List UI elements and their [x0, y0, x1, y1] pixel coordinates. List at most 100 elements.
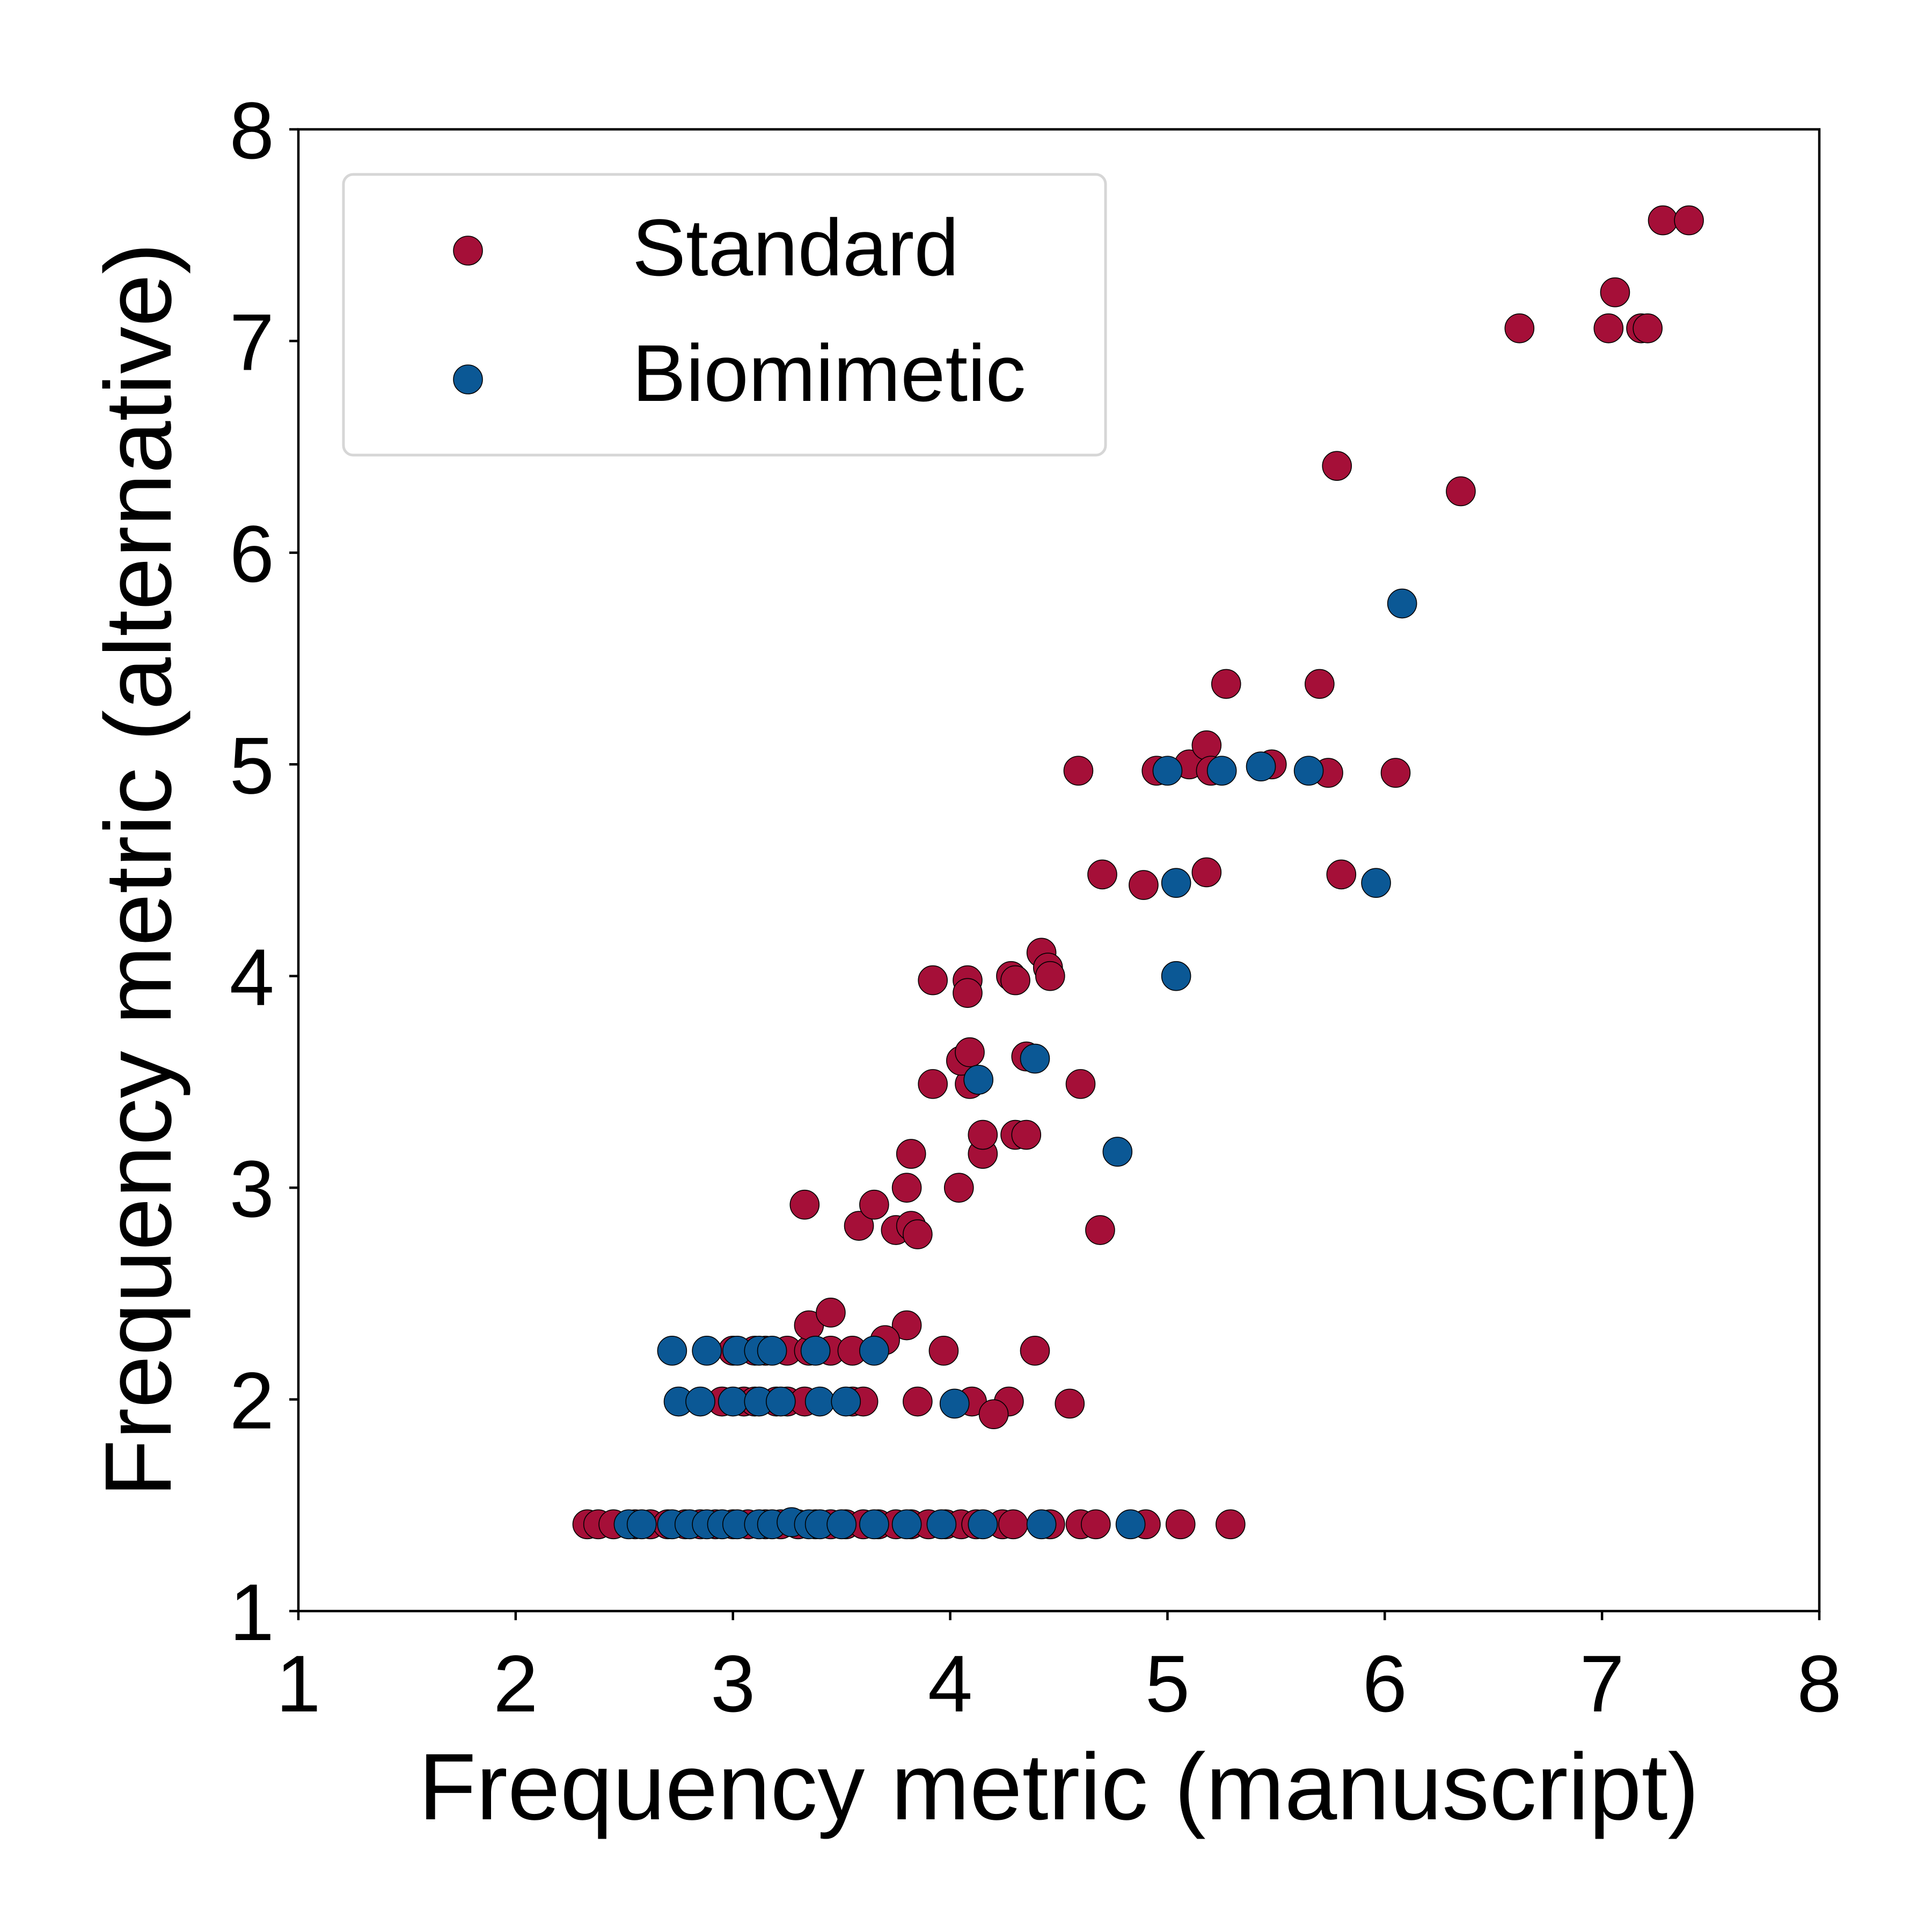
point-biomimetic-13 — [859, 1509, 889, 1540]
legend-label-biomimetic: Biomimetic — [632, 328, 1026, 418]
x-tick-label-3: 3 — [711, 1638, 755, 1729]
point-biomimetic-40 — [1206, 756, 1237, 786]
point-biomimetic-28 — [692, 1336, 722, 1366]
legend-box — [342, 173, 1107, 457]
point-biomimetic-37 — [1161, 961, 1191, 991]
point-standard-103 — [1504, 313, 1535, 343]
point-standard-107 — [1633, 313, 1663, 343]
point-biomimetic-17 — [1026, 1509, 1057, 1540]
point-standard-53 — [928, 1336, 959, 1366]
x-tick-label-5: 5 — [1145, 1638, 1190, 1729]
point-standard-29 — [1081, 1509, 1111, 1540]
series-biomimetic — [613, 588, 1417, 1540]
point-biomimetic-15 — [926, 1509, 957, 1540]
point-standard-56 — [816, 1298, 846, 1328]
x-tick-label-6: 6 — [1363, 1638, 1407, 1729]
point-biomimetic-38 — [1161, 868, 1191, 898]
y-axis-ticks: 1 2 3 4 5 6 7 8 — [230, 85, 298, 1657]
point-standard-72 — [1085, 1215, 1115, 1245]
point-biomimetic-18 — [1115, 1509, 1146, 1540]
x-tick-label-2: 2 — [493, 1638, 538, 1729]
point-standard-64 — [903, 1219, 933, 1249]
point-standard-59 — [789, 1189, 820, 1220]
point-standard-77 — [955, 1037, 985, 1067]
point-standard-57 — [891, 1310, 922, 1341]
x-tick-label-4: 4 — [928, 1638, 972, 1729]
point-biomimetic-39 — [1152, 756, 1183, 786]
data-points — [572, 205, 1704, 1540]
x-tick-label-7: 7 — [1579, 1638, 1624, 1729]
legend-label-standard: Standard — [632, 202, 959, 292]
point-biomimetic-21 — [718, 1386, 748, 1417]
point-biomimetic-26 — [939, 1388, 970, 1419]
point-biomimetic-27 — [657, 1336, 687, 1366]
point-standard-86 — [1035, 961, 1065, 991]
point-standard-100 — [1326, 859, 1357, 890]
point-standard-60 — [844, 1211, 874, 1241]
point-biomimetic-33 — [859, 1336, 889, 1366]
point-standard-92 — [1191, 730, 1222, 760]
legend: Standard Biomimetic — [342, 173, 1107, 457]
y-tick-label-4: 4 — [230, 932, 274, 1022]
point-standard-108 — [1648, 205, 1678, 236]
point-standard-32 — [1216, 1509, 1246, 1540]
point-biomimetic-16 — [968, 1509, 998, 1540]
x-axis-label: Frequency metric (manuscript) — [419, 1735, 1699, 1840]
point-biomimetic-32 — [800, 1336, 831, 1366]
plot-frame — [297, 128, 1821, 1613]
y-tick-label-8: 8 — [230, 85, 274, 175]
point-biomimetic-42 — [1293, 756, 1324, 786]
x-axis-ticks: 1 2 3 4 5 6 7 8 — [276, 1611, 1842, 1729]
point-biomimetic-24 — [804, 1386, 835, 1417]
point-standard-81 — [953, 978, 983, 1008]
point-standard-99 — [1322, 451, 1352, 481]
point-standard-31 — [1165, 1509, 1196, 1540]
point-standard-67 — [896, 1139, 926, 1169]
point-standard-69 — [968, 1119, 998, 1150]
y-tick-label-1: 1 — [230, 1567, 274, 1657]
point-standard-41 — [903, 1386, 933, 1417]
legend-marker-biomimetic — [453, 364, 483, 394]
x-tick-label-8: 8 — [1797, 1638, 1841, 1729]
point-biomimetic-31 — [757, 1336, 787, 1366]
point-standard-102 — [1446, 476, 1476, 507]
point-biomimetic-20 — [685, 1386, 715, 1417]
point-biomimetic-41 — [1246, 751, 1276, 782]
point-standard-73 — [918, 1069, 948, 1099]
point-standard-75 — [1065, 1069, 1096, 1099]
y-tick-label-2: 2 — [230, 1356, 274, 1446]
point-standard-66 — [943, 1173, 974, 1203]
y-tick-label-6: 6 — [230, 509, 274, 599]
point-standard-26 — [998, 1509, 1028, 1540]
point-standard-88 — [1087, 859, 1117, 890]
point-standard-109 — [1674, 205, 1704, 236]
point-standard-71 — [1011, 1119, 1042, 1150]
point-standard-89 — [1129, 870, 1159, 900]
point-standard-97 — [1305, 669, 1335, 699]
point-standard-105 — [1600, 277, 1630, 308]
point-standard-87 — [1063, 756, 1094, 786]
point-standard-79 — [918, 965, 948, 996]
point-biomimetic-23 — [765, 1386, 796, 1417]
point-biomimetic-1 — [626, 1509, 657, 1540]
point-standard-61 — [859, 1189, 889, 1220]
point-standard-54 — [1020, 1336, 1050, 1366]
point-biomimetic-34 — [963, 1065, 994, 1095]
legend-marker-standard — [453, 236, 483, 266]
y-tick-label-7: 7 — [230, 297, 274, 387]
point-standard-94 — [1191, 857, 1222, 888]
point-standard-44 — [1055, 1388, 1085, 1419]
point-biomimetic-35 — [1020, 1043, 1050, 1074]
point-biomimetic-12 — [826, 1509, 857, 1540]
point-standard-104 — [1593, 313, 1624, 343]
y-tick-label-3: 3 — [230, 1144, 274, 1234]
point-standard-45 — [978, 1399, 1009, 1429]
point-standard-83 — [1000, 965, 1030, 996]
point-biomimetic-44 — [1387, 588, 1417, 619]
y-tick-label-5: 5 — [230, 720, 274, 810]
point-biomimetic-25 — [831, 1386, 861, 1417]
point-standard-101 — [1380, 758, 1411, 788]
x-tick-label-1: 1 — [276, 1638, 320, 1729]
point-standard-65 — [891, 1173, 922, 1203]
